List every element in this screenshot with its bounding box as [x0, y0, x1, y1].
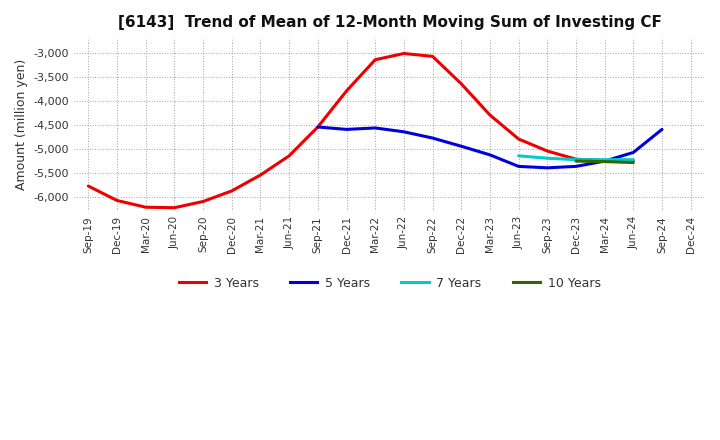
Line: 3 Years: 3 Years	[89, 54, 634, 208]
5 Years	[657, 127, 666, 132]
5 Years	[371, 125, 379, 131]
Line: 5 Years: 5 Years	[318, 127, 662, 168]
3 Years	[371, 57, 379, 62]
3 Years	[228, 188, 236, 194]
7 Years	[514, 153, 523, 158]
Line: 7 Years: 7 Years	[518, 156, 634, 160]
7 Years	[629, 157, 638, 162]
5 Years	[400, 129, 408, 135]
3 Years	[141, 205, 150, 210]
3 Years	[285, 153, 294, 158]
5 Years	[457, 143, 466, 149]
3 Years	[629, 158, 638, 164]
5 Years	[428, 136, 437, 141]
Y-axis label: Amount (million yen): Amount (million yen)	[15, 59, 28, 190]
7 Years	[543, 156, 552, 161]
5 Years	[514, 164, 523, 169]
10 Years	[629, 160, 638, 165]
7 Years	[600, 157, 609, 162]
5 Years	[485, 152, 494, 158]
5 Years	[543, 165, 552, 170]
Title: [6143]  Trend of Mean of 12-Month Moving Sum of Investing CF: [6143] Trend of Mean of 12-Month Moving …	[117, 15, 662, 30]
5 Years	[629, 150, 638, 155]
3 Years	[400, 51, 408, 56]
7 Years	[572, 157, 580, 162]
3 Years	[457, 81, 466, 86]
Legend: 3 Years, 5 Years, 7 Years, 10 Years: 3 Years, 5 Years, 7 Years, 10 Years	[174, 272, 606, 295]
5 Years	[342, 127, 351, 132]
3 Years	[313, 125, 322, 130]
5 Years	[572, 164, 580, 169]
3 Years	[170, 205, 179, 210]
3 Years	[84, 183, 93, 189]
3 Years	[256, 172, 265, 178]
3 Years	[485, 112, 494, 117]
3 Years	[600, 158, 609, 163]
5 Years	[313, 125, 322, 130]
3 Years	[199, 199, 207, 204]
3 Years	[543, 148, 552, 154]
5 Years	[600, 158, 609, 164]
3 Years	[514, 136, 523, 142]
Line: 10 Years: 10 Years	[576, 161, 634, 162]
10 Years	[600, 159, 609, 164]
3 Years	[342, 88, 351, 94]
3 Years	[572, 157, 580, 162]
10 Years	[572, 158, 580, 164]
3 Years	[113, 198, 122, 203]
3 Years	[428, 54, 437, 59]
